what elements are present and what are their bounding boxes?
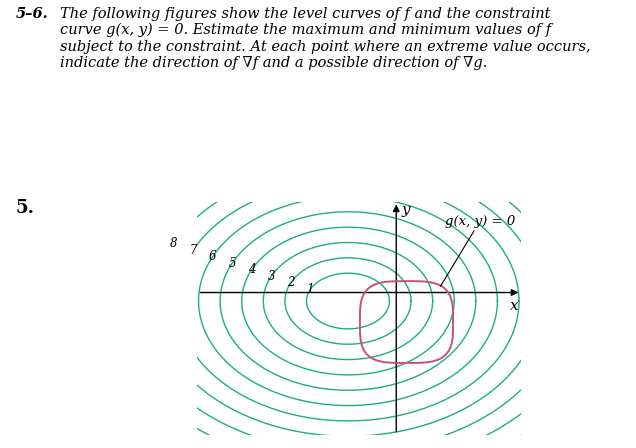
Text: 5: 5 <box>228 257 236 270</box>
Text: 4: 4 <box>248 263 256 276</box>
Text: x: x <box>510 299 518 313</box>
Text: The following figures show the level curves of f and the constraint
curve g(x, y: The following figures show the level cur… <box>60 7 591 70</box>
Text: y: y <box>402 203 411 217</box>
Text: 6: 6 <box>209 250 216 263</box>
Text: 7: 7 <box>190 244 197 257</box>
Text: 2: 2 <box>287 276 294 289</box>
Text: 5.: 5. <box>16 199 35 217</box>
Text: 1: 1 <box>307 283 314 296</box>
Text: g(x, y) = 0: g(x, y) = 0 <box>441 215 515 286</box>
Text: 5–6.: 5–6. <box>16 7 48 21</box>
Text: 8: 8 <box>170 237 177 250</box>
Text: 3: 3 <box>268 270 275 283</box>
